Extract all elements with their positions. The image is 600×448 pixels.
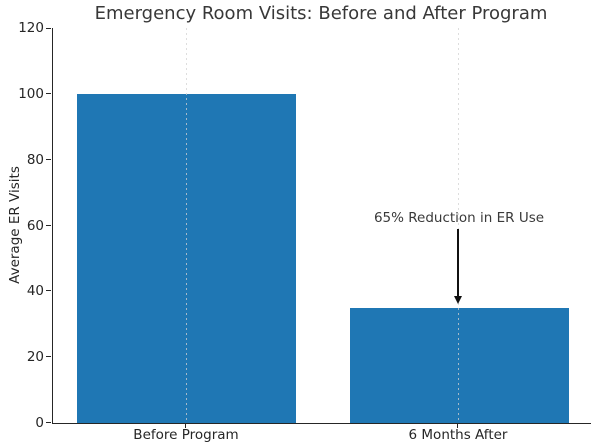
y-tick-label-60: 60 (26, 218, 44, 234)
plot-area (52, 28, 591, 424)
gridline-6-months-after (458, 28, 460, 423)
y-tick-mark-20 (46, 356, 51, 358)
y-tick-label-20: 20 (26, 349, 44, 365)
y-tick-label-120: 120 (18, 20, 44, 36)
y-tick-label-0: 0 (35, 415, 44, 431)
y-tick-label-40: 40 (26, 283, 44, 299)
annotation-arrow-down-icon (454, 296, 462, 304)
x-tick-label-6-months-after: 6 Months After (408, 427, 508, 443)
bar-6-months-after (350, 308, 569, 423)
y-tick-label-80: 80 (26, 152, 44, 168)
y-tick-mark-60 (46, 225, 51, 227)
y-tick-mark-0 (46, 422, 51, 424)
y-tick-mark-40 (46, 290, 51, 292)
annotation-reduction-text: 65% Reduction in ER Use (373, 210, 545, 226)
gridline-before-program (186, 28, 188, 423)
y-tick-mark-120 (46, 28, 51, 30)
x-tick-label-before-program: Before Program (133, 427, 239, 443)
y-tick-mark-100 (46, 93, 51, 95)
annotation-arrow-line (457, 229, 459, 297)
x-tick-mark-6-months-after (457, 424, 459, 428)
y-tick-label-100: 100 (18, 86, 44, 102)
y-axis-label: Average ER Visits (7, 166, 23, 284)
y-tick-mark-80 (46, 159, 51, 161)
chart-title: Emergency Room Visits: Before and After … (94, 3, 548, 24)
x-tick-mark-before-program (185, 424, 187, 428)
